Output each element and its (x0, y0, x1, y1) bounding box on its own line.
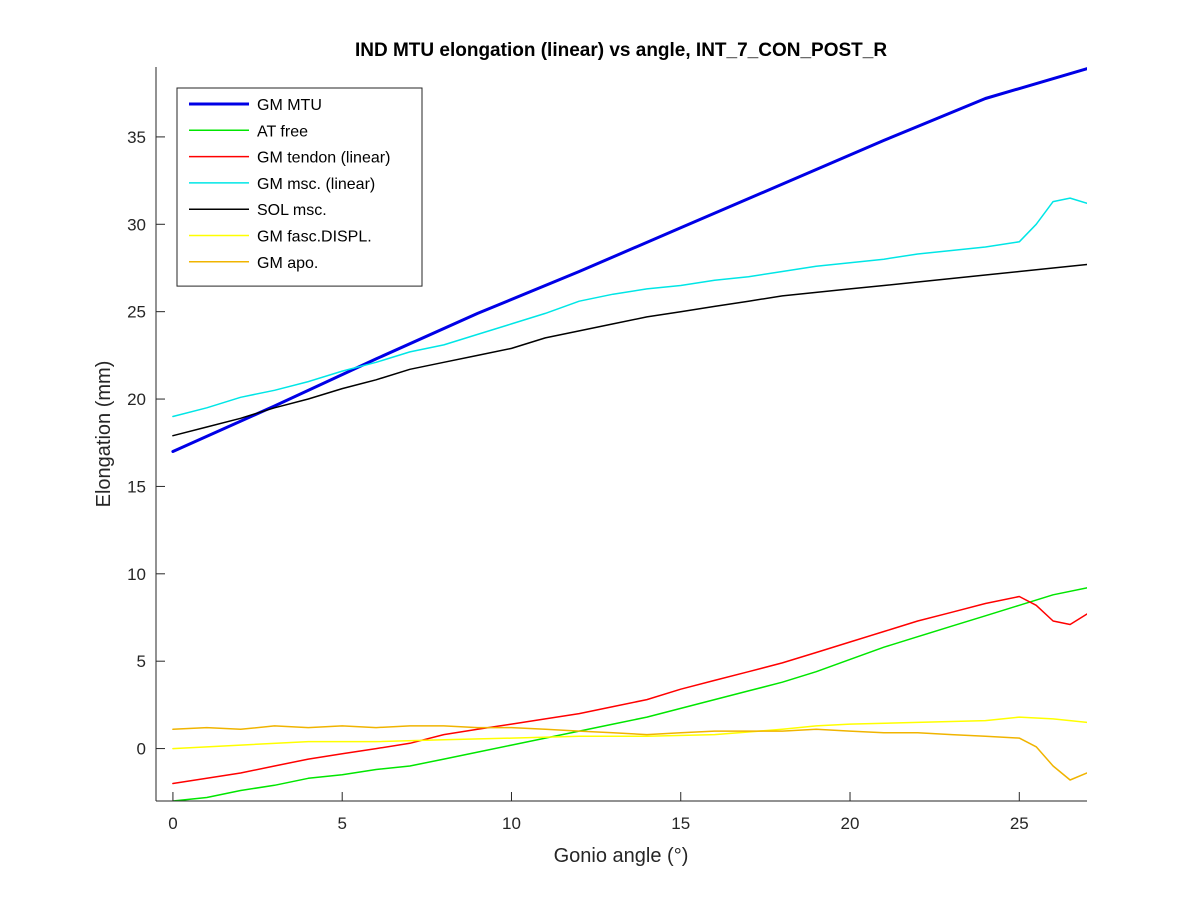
series-line-gm-fasc-displ (172, 716, 1087, 750)
series-line-gm-mtu (171, 67, 1087, 453)
y-tick-label: 10 (127, 565, 146, 584)
series-line-gm-apo (172, 725, 1087, 781)
y-tick-label: 5 (137, 652, 146, 671)
y-tick-label: 20 (127, 390, 146, 409)
series-line-gm-tendon-linear (172, 595, 1087, 785)
legend: GM MTU AT free GM tendon (linear) GM msc. (… (176, 87, 423, 287)
legend-label: GM MTU (257, 97, 322, 114)
series-line-sol-msc (172, 263, 1087, 437)
y-axis-label: Elongation (mm) (93, 361, 115, 508)
series-line-gm-msc-linear (172, 197, 1087, 418)
y-tick-label: 15 (127, 477, 146, 496)
y-tick-label: 30 (127, 215, 146, 234)
series-layer (171, 67, 1087, 801)
legend-label: GM apo. (257, 255, 318, 272)
x-tick-label: 20 (841, 814, 860, 833)
axes-layer: 0 5 10 15 20 25 0 5 10 15 20 25 30 35 (127, 67, 1087, 833)
legend-box (176, 87, 423, 287)
legend-label: GM tendon (linear) (257, 150, 390, 167)
y-tick-label: 35 (127, 128, 146, 147)
legend-label: GM msc. (linear) (257, 176, 375, 193)
x-tick-label: 25 (1010, 814, 1029, 833)
x-tick-label: 15 (671, 814, 690, 833)
series-line-at-free (172, 587, 1087, 801)
y-tick-label: 0 (137, 740, 146, 759)
x-tick-label: 5 (337, 814, 346, 833)
legend-label: SOL msc. (257, 202, 327, 219)
legend-label: AT free (257, 123, 308, 140)
x-axis-label: Gonio angle (°) (554, 845, 689, 867)
chart-title: IND MTU elongation (linear) vs angle, IN… (355, 40, 887, 61)
x-tick-label: 10 (502, 814, 521, 833)
y-tick-label: 25 (127, 303, 146, 322)
x-tick-label: 0 (168, 814, 177, 833)
legend-label: GM fasc.DISPL. (257, 229, 372, 246)
